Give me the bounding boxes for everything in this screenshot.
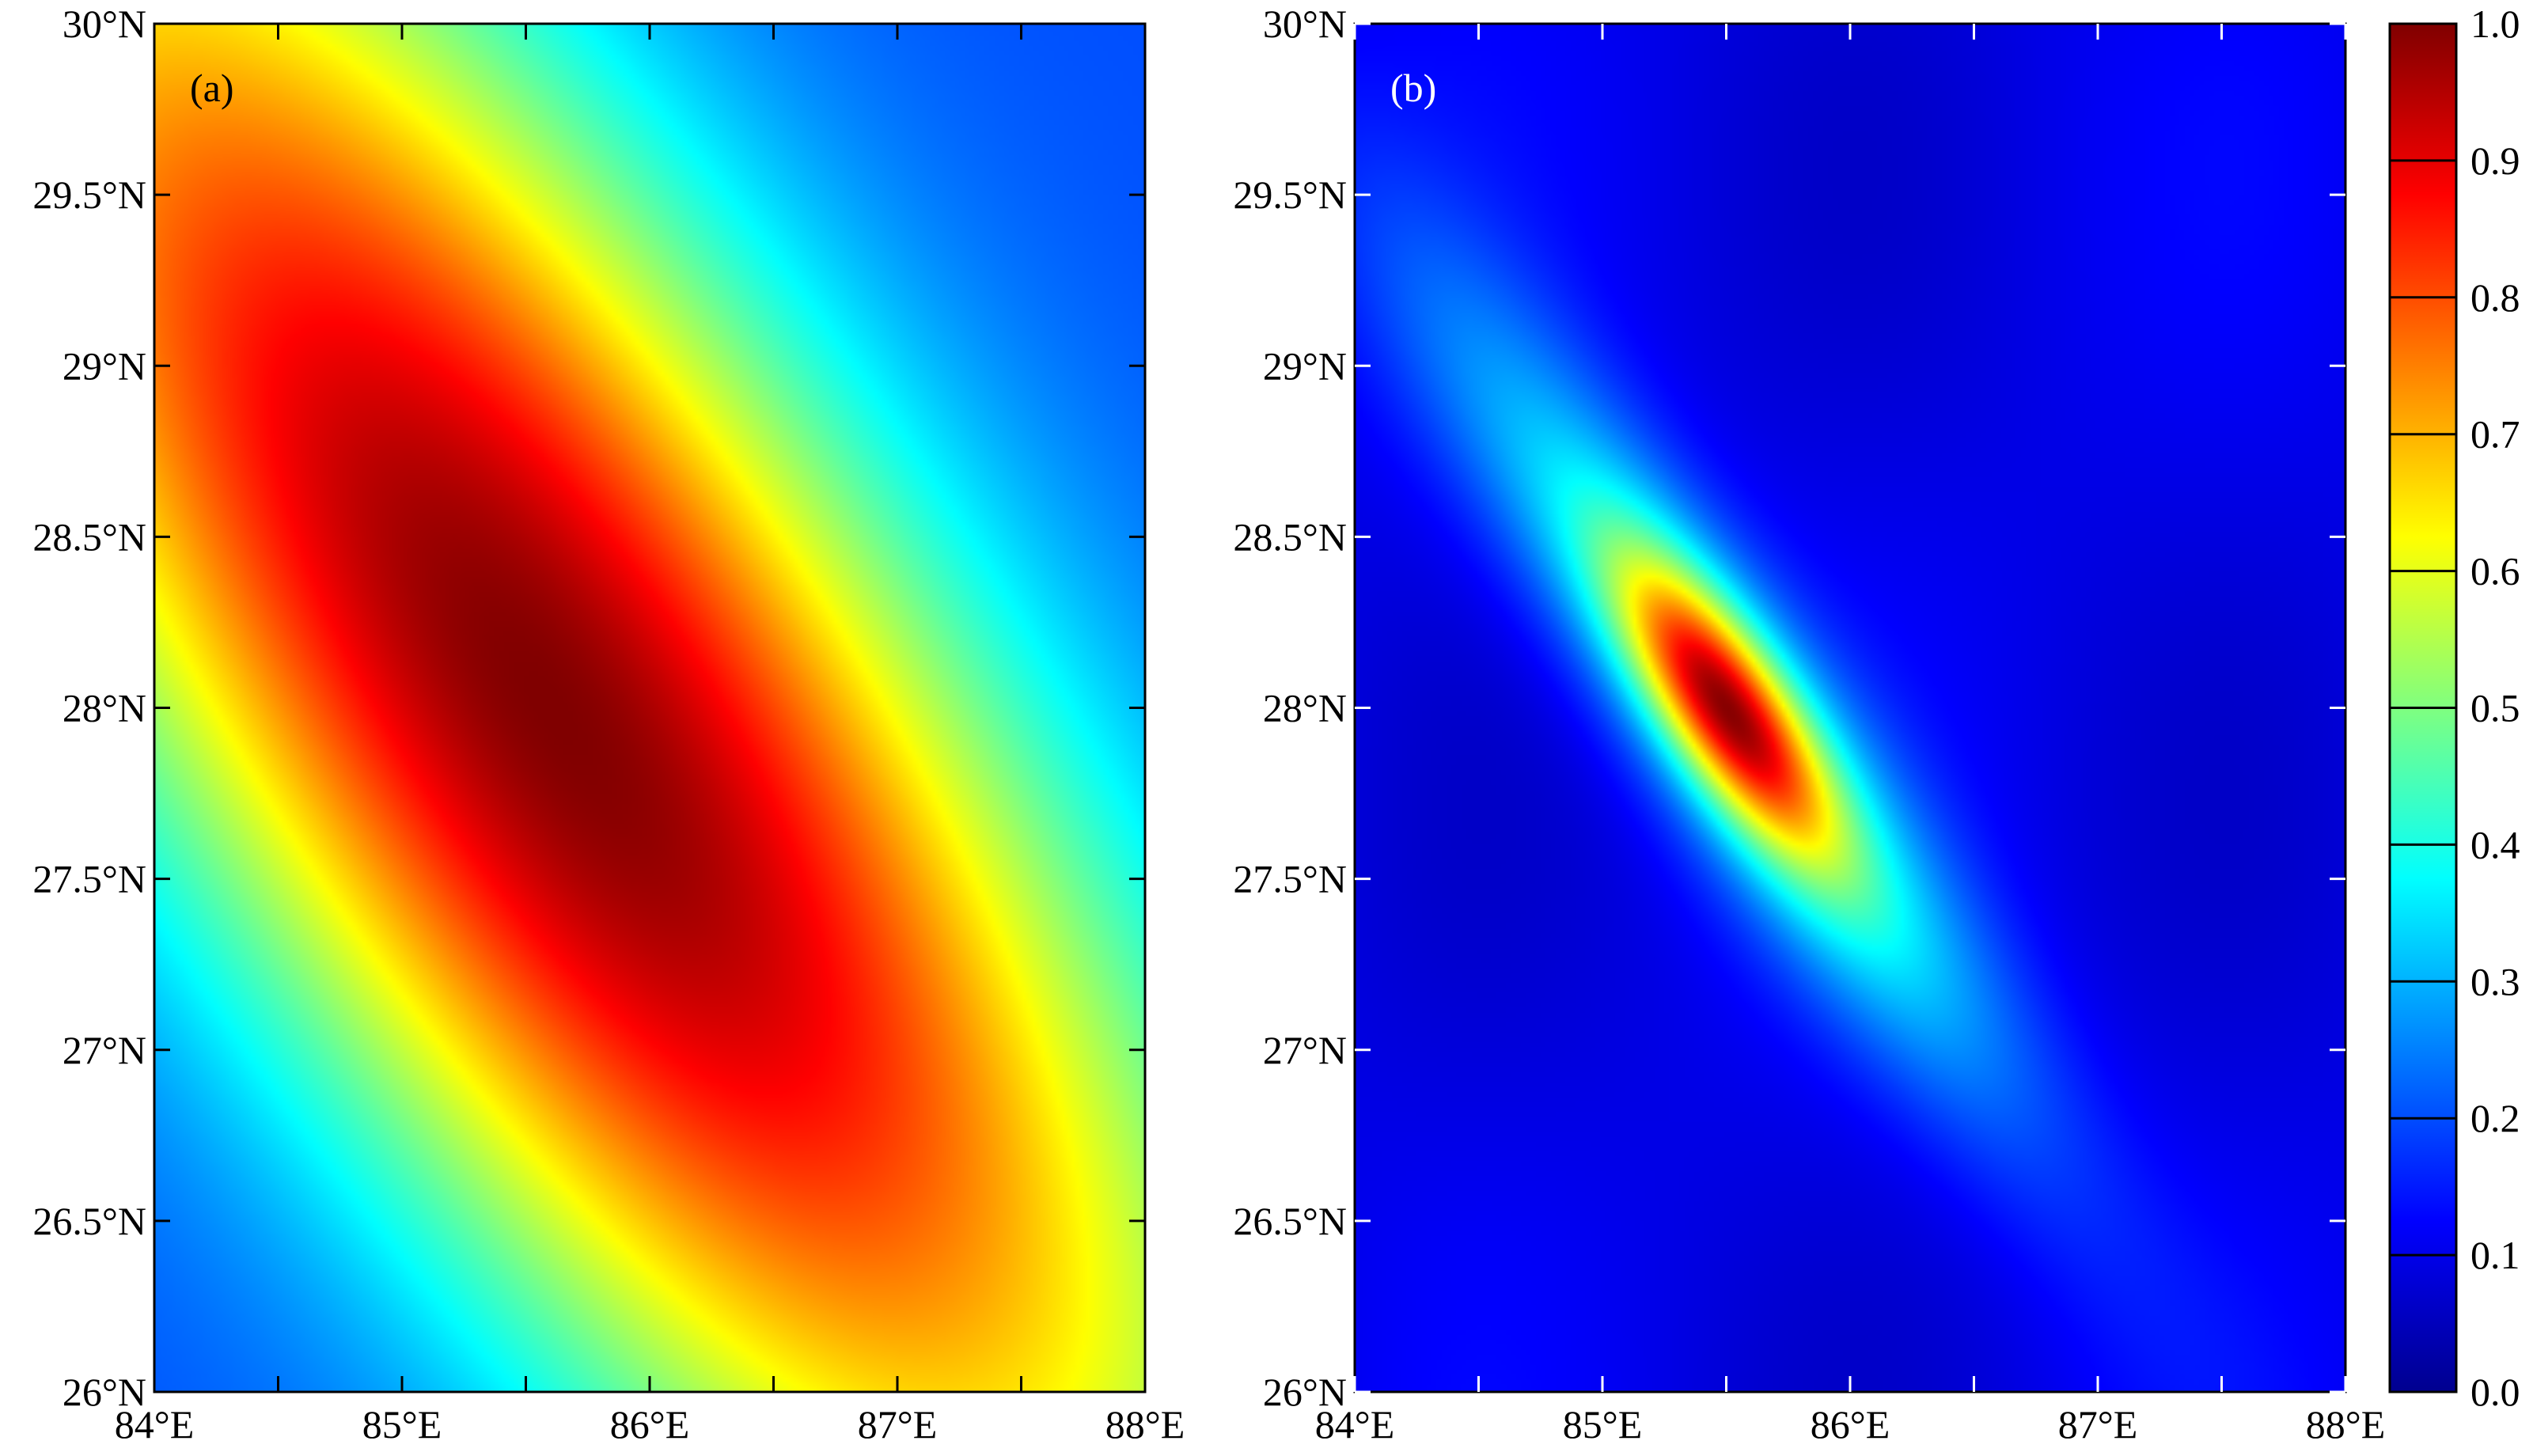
panel-a-x-tick-label: 84°E (115, 1402, 195, 1447)
colorbar-ticks: 0.0 0.1 0.2 0.3 0.4 0.5 0.6 0.7 0.8 0.9 1.0 (2390, 2, 2520, 1414)
colorbar-tick-label: 0.9 (2470, 138, 2520, 183)
colorbar-tick-label: 0.6 (2470, 549, 2520, 593)
panel-b-y-tick-label: 26°N (1263, 1370, 1347, 1414)
panel-a-y-tick-label: 27.5°N (32, 857, 146, 901)
panel-b-x-tick-label: 88°E (2306, 1402, 2386, 1447)
colorbar-tick-label: 0.4 (2470, 822, 2520, 866)
colorbar-tick-label: 0.2 (2470, 1096, 2520, 1140)
colorbar-tick-label: 0.7 (2470, 412, 2520, 457)
colorbar-tick-label: 0.3 (2470, 959, 2520, 1003)
panel-a-label: (a) (190, 66, 234, 110)
colorbar-tick-label: 1.0 (2470, 2, 2520, 46)
panel-a-x-tick-label: 88°E (1105, 1402, 1185, 1447)
panel-b-x-tick-label: 84°E (1315, 1402, 1395, 1447)
panel-a-ticks: 84°E 85°E 86°E 87°E 88°E 26°N 26.5°N 27°N 27.5°N… (32, 2, 1185, 1447)
heatmap-a-image (154, 24, 1145, 1392)
panel-a-y-tick-label: 28°N (63, 686, 146, 730)
panel-b-ticks: 84°E 85°E 86°E 87°E 88°E 26°N 26.5°N 27°N 27.5°N… (1233, 2, 2385, 1447)
panel-b-y-tick-label: 28.5°N (1233, 514, 1347, 559)
panel-a-y-tick-label: 26°N (63, 1370, 146, 1414)
panel-b-y-tick-label: 28°N (1263, 686, 1347, 730)
colorbar-tick-label: 0.8 (2470, 275, 2520, 320)
panel-a-y-tick-label: 29°N (63, 343, 146, 388)
panel-b-x-tick-label: 86°E (1811, 1402, 1890, 1447)
panel-b-x-tick-label: 85°E (1563, 1402, 1643, 1447)
panel-b-y-tick-label: 27.5°N (1233, 857, 1347, 901)
panel-b-y-tick-label: 27°N (1263, 1028, 1347, 1072)
colorbar-tick-label: 0.1 (2470, 1233, 2520, 1277)
panel-a-y-tick-label: 26.5°N (32, 1199, 146, 1243)
panel-b-label: (b) (1390, 66, 1436, 110)
panel-b: 84°E 85°E 86°E 87°E 88°E 26°N 26.5°N 27°N 27.5°N… (1233, 2, 2385, 1447)
panel-b-y-tick-label: 29°N (1263, 343, 1347, 388)
panel-a-y-tick-label: 27°N (63, 1028, 146, 1072)
panel-a-x-tick-label: 86°E (610, 1402, 690, 1447)
panel-b-y-tick-label: 30°N (1263, 2, 1347, 46)
heatmap-b-image (1355, 24, 2345, 1392)
panel-b-y-tick-label: 29.5°N (1233, 173, 1347, 217)
colorbar-tick-label: 0.0 (2470, 1370, 2520, 1414)
colorbar-tick-label: 0.5 (2470, 686, 2520, 730)
panel-b-y-tick-label: 26.5°N (1233, 1199, 1347, 1243)
panel-a-y-tick-label: 28.5°N (32, 514, 146, 559)
panel-a-y-tick-label: 29.5°N (32, 173, 146, 217)
panel-a: 84°E 85°E 86°E 87°E 88°E 26°N 26.5°N 27°N 27.5°N… (32, 2, 1185, 1447)
panel-a-x-tick-label: 85°E (362, 1402, 442, 1447)
panel-a-x-tick-label: 87°E (858, 1402, 938, 1447)
colorbar: 0.0 0.1 0.2 0.3 0.4 0.5 0.6 0.7 0.8 0.9 1.0 (2388, 2, 2520, 1414)
panel-a-y-tick-label: 30°N (63, 2, 146, 46)
colorbar-frame (2388, 22, 2458, 1393)
panel-b-x-tick-label: 87°E (2058, 1402, 2138, 1447)
